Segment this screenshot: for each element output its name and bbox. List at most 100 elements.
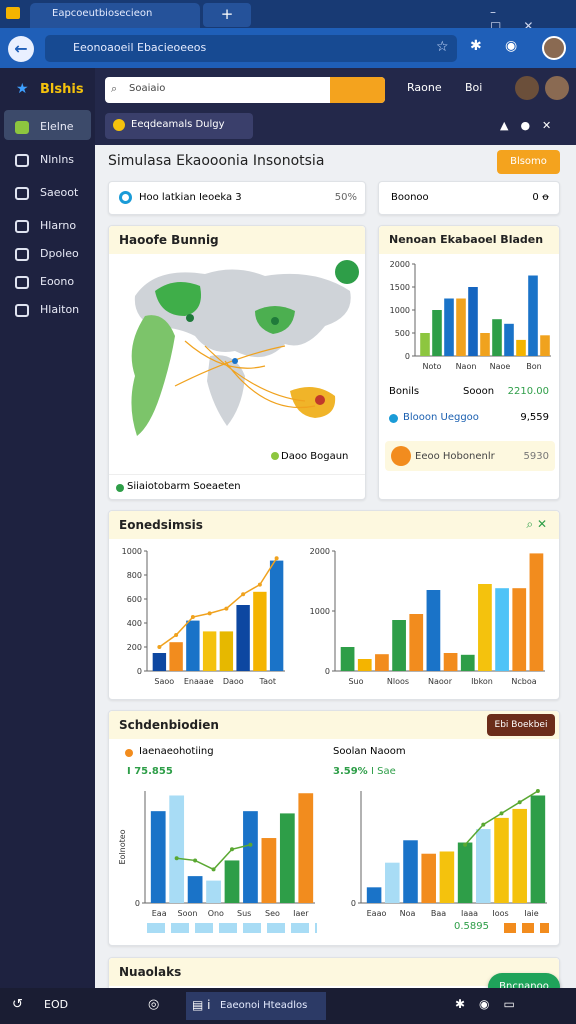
bar <box>504 323 514 356</box>
highlight-row[interactable] <box>385 441 555 471</box>
profile-icon[interactable]: ◉ <box>505 38 518 54</box>
trend-line <box>158 557 278 648</box>
bar-chart: 0 500 1000 1500 2000 Noto Naon Naoe Bon <box>390 260 551 371</box>
panel-foot: 0.5895 <box>454 921 489 932</box>
bar <box>457 842 473 903</box>
trend-point <box>274 556 279 561</box>
bookmark-star[interactable]: ☆ <box>436 39 449 55</box>
toolbar-icons[interactable]: ▲●✕ <box>500 119 564 132</box>
panel-title: Iaenaeohotiing <box>139 746 214 757</box>
nav-item[interactable]: Hlaiton <box>40 303 80 316</box>
card-button[interactable]: Ebi Boekbei <box>487 714 555 736</box>
x-tick-label: Iaer <box>293 909 309 918</box>
card-title: Eonedsimsis <box>109 511 559 539</box>
taskbar-icon[interactable]: ↺ <box>12 997 23 1012</box>
landmass <box>207 355 245 426</box>
row-dot <box>389 414 398 423</box>
panel-metric: 3.59% <box>333 766 368 777</box>
nav-item[interactable]: Elelne <box>40 120 74 133</box>
nav-item[interactable]: Eoono <box>40 275 75 288</box>
bar <box>403 840 418 903</box>
back-button[interactable]: ← <box>8 36 34 62</box>
bar <box>152 653 167 671</box>
region <box>155 282 201 316</box>
legend-chips <box>147 923 317 933</box>
bar <box>366 887 382 903</box>
landmass <box>290 387 336 418</box>
filter-button[interactable] <box>330 77 385 103</box>
x-tick-label: Saoo <box>154 677 174 686</box>
bar <box>420 333 430 356</box>
bar <box>456 298 466 356</box>
map-button[interactable] <box>335 260 359 284</box>
new-tab[interactable]: + <box>203 3 251 27</box>
extension-icon[interactable]: ✱ <box>470 38 482 54</box>
browser-tab[interactable]: Eapcoeutbiosecieon <box>30 3 200 28</box>
url-bar[interactable]: Eeonoaoeil Ebacieoeeos <box>45 35 457 62</box>
address-row: ← Eeonoaoeil Ebacieoeeos ☆ ✱ ◉ <box>0 28 576 68</box>
row-icon <box>391 446 411 466</box>
nav-item[interactable]: Hlarno <box>40 219 77 232</box>
app-icon <box>6 7 20 19</box>
trend-point <box>224 606 229 611</box>
panel-metric: I 75.855 <box>127 766 173 777</box>
x-tick-label: Naon <box>456 362 477 371</box>
taskbar-window[interactable]: Eaeonoi Hteadlos <box>186 992 326 1020</box>
legend-dot <box>271 452 279 460</box>
row-label: Eeoo Hobonenlr <box>415 451 495 462</box>
action-button[interactable]: Blsomo <box>497 150 560 174</box>
page-title: Simulasa Ekaooonia Insonotsia <box>108 153 325 169</box>
y-tick-label: 0 <box>351 899 356 908</box>
bar-chart: 0 1000 2000 Suo Nloos Naoor Ibkon Ncboa <box>310 547 545 686</box>
trend-point <box>193 858 198 863</box>
stat-value: 50% <box>334 192 357 203</box>
search-icon: ⌕ <box>111 82 118 95</box>
trend-point <box>174 856 179 861</box>
world-map <box>131 260 359 460</box>
bar <box>432 310 442 356</box>
x-tick-label: Ncboa <box>511 677 536 686</box>
x-tick-label: Suo <box>348 677 363 686</box>
bar <box>478 584 492 671</box>
brand[interactable]: Blshis <box>40 82 84 97</box>
bar <box>269 560 284 671</box>
brand-icon: ★ <box>16 81 29 97</box>
y-tick-label: 0 <box>405 352 410 361</box>
trend-point <box>535 789 540 793</box>
card-title: Schdenbiodien <box>109 711 559 739</box>
nav-icon <box>15 121 29 134</box>
x-tick-label: Enaaae <box>184 677 214 686</box>
card-tools[interactable]: ⌕ ✕ <box>526 517 547 531</box>
nav-item[interactable]: Saeoot <box>40 186 79 199</box>
bar <box>492 319 502 356</box>
taskbar-icon[interactable]: ◎ <box>148 997 160 1012</box>
top-link[interactable]: Raone <box>407 81 442 94</box>
panel-title: Soolan Naoom <box>333 746 406 757</box>
nav-item[interactable]: Dpoleo <box>40 247 79 260</box>
nav-item[interactable]: Nlnlns <box>40 153 75 166</box>
bar <box>186 620 200 671</box>
x-tick-label: Eaa <box>152 909 167 918</box>
breadcrumb-chip[interactable]: Eeqdeamals Dulgy <box>105 113 253 139</box>
bar <box>169 642 183 671</box>
y-tick-label: 500 <box>395 329 410 338</box>
tray-icons[interactable]: ✱◉▭ <box>455 997 529 1011</box>
taskbar: ↺ EOD ◎ Eaeonoi Hteadlos ▤ i ✱◉▭ <box>0 988 576 1024</box>
bar <box>236 605 250 671</box>
map-legend: Daoo Bogaun <box>281 451 349 462</box>
avatar[interactable] <box>515 76 539 100</box>
y-tick-label: 2000 <box>310 547 330 556</box>
avatar[interactable] <box>542 36 566 60</box>
x-tick-label: Ibkon <box>471 677 493 686</box>
row-value: 9,559 <box>520 412 549 423</box>
bar <box>480 333 490 356</box>
x-tick-label: Iaaa <box>461 909 478 918</box>
app-bar: Soaiaio ⌕ Raone Boi Eeqdeamals Dulgy ▲●✕ <box>95 68 576 145</box>
top-link[interactable]: Boi <box>465 81 483 94</box>
bar <box>495 588 509 671</box>
card-title: Nuaolaks <box>109 958 559 986</box>
x-tick-label: Sus <box>237 909 251 918</box>
avatar[interactable] <box>545 76 569 100</box>
bar-chart: 0 Eaao Noa Baa Iaaa Ioos Iaie <box>351 789 547 918</box>
x-tick-label: Noa <box>400 909 416 918</box>
